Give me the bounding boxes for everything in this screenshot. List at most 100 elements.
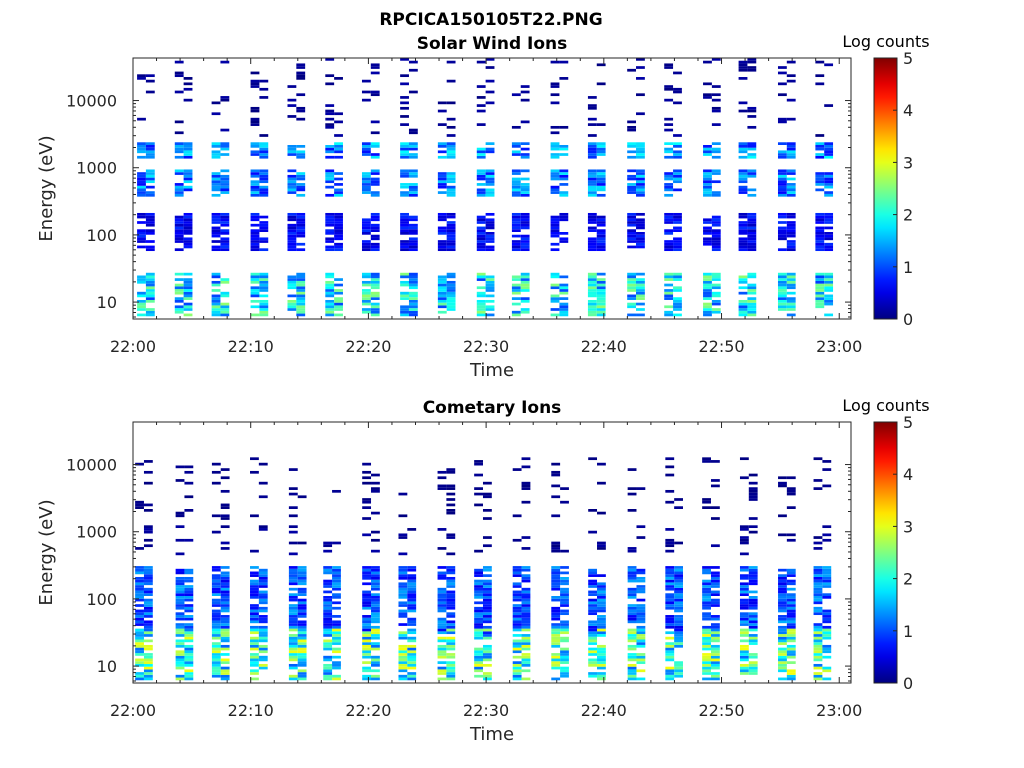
spectrogram-cell (437, 218, 447, 222)
spectrogram-cell (636, 631, 646, 635)
spectrogram-cell (786, 604, 796, 607)
spectrogram-cell (786, 598, 796, 602)
spectrogram-cell (250, 620, 259, 624)
spectrogram-cell (627, 313, 637, 317)
spectrogram-cell (446, 242, 456, 246)
spectrogram-cell (362, 653, 372, 656)
spectrogram-cell (323, 585, 333, 588)
spectrogram-cell (587, 123, 597, 126)
spectrogram-cell (175, 601, 185, 605)
spectrogram-cell (786, 147, 796, 151)
spectrogram-cell (587, 272, 597, 276)
spectrogram-cell (474, 674, 483, 678)
spectrogram-cell (250, 275, 260, 279)
spectrogram-cell (596, 272, 606, 276)
spectrogram-cell (587, 283, 597, 287)
spectrogram-cell (259, 313, 269, 317)
spectrogram-cell (296, 74, 306, 78)
colorbar-label: Log counts (842, 32, 929, 51)
spectrogram-cell (550, 286, 560, 290)
spectrogram-cell (636, 576, 646, 580)
spectrogram-cell (211, 644, 221, 648)
spectrogram-cell (738, 278, 748, 281)
spectrogram-cell (665, 544, 675, 548)
spectrogram-cell (446, 308, 456, 311)
spectrogram-cell (220, 302, 230, 306)
spectrogram-cell (288, 571, 298, 575)
spectrogram-cell (521, 606, 531, 610)
spectrogram-cell (323, 549, 333, 553)
spectrogram-cell (627, 655, 637, 659)
spectrogram-cell (485, 305, 495, 309)
spectrogram-cell (371, 658, 380, 662)
spectrogram-cell (550, 125, 560, 129)
spectrogram-cell (211, 530, 221, 534)
spectrogram-cell (786, 492, 796, 496)
spectrogram-cell (738, 63, 748, 67)
spectrogram-cell (258, 636, 268, 640)
spectrogram-cell (511, 229, 521, 232)
spectrogram-cell (511, 289, 521, 292)
spectrogram-cell (738, 150, 748, 154)
spectrogram-cell (211, 582, 221, 586)
spectrogram-cell (559, 283, 569, 287)
spectrogram-cell (822, 593, 832, 596)
spectrogram-cell (665, 620, 675, 624)
spectrogram-cell (710, 571, 720, 575)
spectrogram-cell (325, 248, 335, 252)
spectrogram-cell (702, 460, 711, 463)
spectrogram-cell (485, 191, 495, 194)
spectrogram-cell (521, 587, 531, 591)
spectrogram-cell (665, 647, 675, 651)
spectrogram-cell (398, 644, 408, 648)
spectrogram-cell (748, 642, 758, 645)
spectrogram-cell (437, 666, 447, 670)
spectrogram-cell (711, 308, 721, 311)
spectrogram-cell (174, 291, 184, 295)
spectrogram-cell (778, 533, 787, 537)
spectrogram-cell (560, 590, 569, 594)
spectrogram-cell (520, 193, 530, 197)
spectrogram-cell (211, 625, 221, 629)
spectrogram-cell (325, 58, 335, 61)
spectrogram-cell (287, 245, 297, 249)
spectrogram-cell (664, 142, 674, 145)
spectrogram-cell (325, 291, 335, 295)
spectrogram-cell (137, 280, 146, 284)
spectrogram-cell (824, 226, 834, 230)
spectrogram-cell (183, 302, 193, 306)
spectrogram-cell (512, 538, 522, 542)
spectrogram-cell (250, 117, 260, 121)
spectrogram-cell (815, 221, 825, 224)
spectrogram-cell (211, 658, 221, 662)
y-axis-label: Energy (eV) (36, 499, 57, 605)
spectrogram-cell (332, 574, 341, 577)
spectrogram-cell (220, 669, 230, 673)
spectrogram-cell (400, 283, 409, 287)
spectrogram-cell (511, 234, 521, 238)
spectrogram-cell (407, 601, 417, 605)
spectrogram-cell (673, 240, 682, 243)
spectrogram-cell (408, 68, 418, 72)
spectrogram-cell (370, 63, 380, 67)
spectrogram-cell (813, 598, 823, 602)
spectrogram-cell (596, 180, 606, 184)
spectrogram-cell (437, 185, 447, 189)
spectrogram-cell (596, 153, 606, 156)
spectrogram-cell (398, 612, 408, 616)
spectrogram-cell (371, 655, 380, 659)
spectrogram-cell (482, 574, 492, 577)
spectrogram-cell (673, 150, 682, 154)
spectrogram-cell (778, 606, 787, 610)
spectrogram-cell (174, 305, 184, 309)
spectrogram-cell (211, 101, 221, 105)
spectrogram-cell (738, 313, 748, 317)
spectrogram-cell (711, 191, 721, 194)
spectrogram-cell (673, 302, 682, 306)
spectrogram-cell (587, 240, 597, 243)
spectrogram-cell (559, 212, 569, 216)
spectrogram-cell (778, 514, 787, 518)
spectrogram-cell (710, 636, 720, 640)
spectrogram-cell (559, 310, 569, 314)
